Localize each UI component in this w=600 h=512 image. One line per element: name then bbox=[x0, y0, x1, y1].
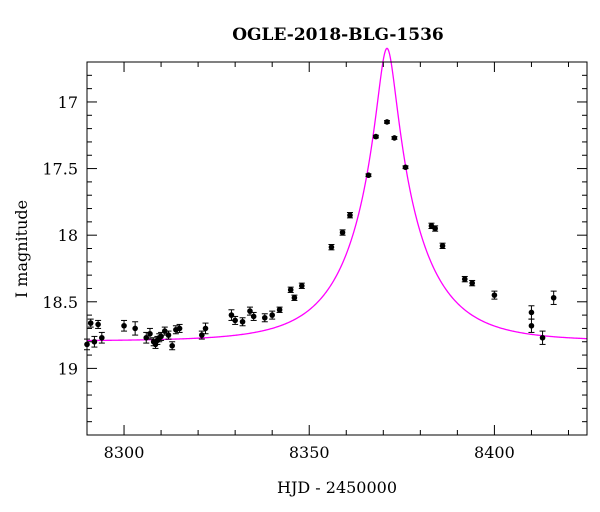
data-point bbox=[432, 225, 439, 232]
data-point bbox=[402, 164, 409, 171]
data-marker bbox=[347, 212, 353, 218]
data-point bbox=[276, 306, 283, 313]
data-marker bbox=[550, 294, 557, 301]
data-marker bbox=[491, 292, 498, 298]
data-marker bbox=[202, 325, 209, 332]
data-point bbox=[250, 311, 257, 321]
data-marker bbox=[169, 342, 175, 349]
data-point bbox=[365, 172, 372, 179]
data-point bbox=[269, 310, 276, 320]
data-point bbox=[461, 275, 468, 283]
y-tick-label: 17 bbox=[58, 93, 78, 112]
data-marker bbox=[165, 332, 172, 338]
data-marker bbox=[87, 320, 94, 326]
data-marker bbox=[232, 317, 238, 324]
y-tick-label: 18 bbox=[58, 226, 78, 245]
data-marker bbox=[91, 338, 98, 345]
data-point bbox=[528, 318, 535, 333]
x-tick-label: 8350 bbox=[289, 443, 330, 462]
data-marker bbox=[365, 172, 372, 179]
data-marker bbox=[247, 308, 253, 314]
data-point bbox=[372, 133, 379, 140]
data-point bbox=[528, 305, 535, 320]
data-marker bbox=[261, 314, 268, 321]
data-marker bbox=[132, 325, 138, 332]
data-point bbox=[87, 318, 94, 328]
data-marker bbox=[373, 133, 379, 140]
data-point bbox=[121, 319, 128, 332]
data-point bbox=[98, 331, 105, 344]
data-marker bbox=[291, 294, 298, 301]
data-point bbox=[246, 306, 253, 316]
data-marker bbox=[539, 334, 546, 341]
data-marker bbox=[469, 280, 475, 286]
data-point bbox=[298, 282, 305, 289]
data-point bbox=[261, 313, 268, 323]
data-point bbox=[132, 321, 139, 336]
data-point bbox=[287, 286, 294, 293]
data-point bbox=[291, 294, 298, 301]
data-marker bbox=[269, 312, 275, 318]
data-marker bbox=[384, 119, 390, 125]
data-marker bbox=[528, 309, 535, 316]
data-marker bbox=[161, 328, 168, 334]
data-marker bbox=[176, 325, 183, 332]
data-marker bbox=[402, 164, 409, 171]
data-point bbox=[550, 290, 557, 305]
data-marker bbox=[99, 334, 105, 341]
data-points-layer bbox=[84, 119, 557, 351]
y-tick-label: 17.5 bbox=[42, 160, 78, 179]
chart-title: OGLE-2018-BLG-1536 bbox=[232, 25, 444, 45]
x-axis-label: HJD - 2450000 bbox=[277, 478, 397, 497]
data-point bbox=[239, 317, 246, 327]
data-marker bbox=[391, 135, 398, 141]
y-tick-label: 19 bbox=[58, 359, 78, 378]
data-marker bbox=[199, 332, 205, 338]
data-point bbox=[232, 315, 239, 325]
x-tick-label: 8300 bbox=[104, 443, 145, 462]
data-point bbox=[146, 327, 153, 340]
data-point bbox=[339, 229, 346, 236]
y-tick-label: 18.5 bbox=[42, 293, 78, 312]
data-marker bbox=[339, 229, 346, 236]
data-marker bbox=[287, 286, 294, 293]
data-marker bbox=[276, 306, 283, 313]
model-curve bbox=[86, 47, 588, 342]
data-marker bbox=[158, 333, 164, 340]
data-marker bbox=[147, 330, 153, 337]
data-marker bbox=[299, 283, 305, 289]
data-point bbox=[169, 341, 176, 351]
data-point bbox=[165, 330, 172, 340]
data-point bbox=[439, 242, 446, 249]
data-marker bbox=[432, 225, 438, 232]
data-marker bbox=[461, 276, 468, 282]
y-axis-label: I magnitude bbox=[12, 200, 31, 298]
data-point bbox=[91, 335, 98, 348]
data-point bbox=[539, 330, 546, 345]
data-point bbox=[384, 119, 390, 125]
axis-ticks-layer: 8300 8350 8400 17 17.5 18 18.5 19 bbox=[42, 61, 587, 462]
data-marker bbox=[228, 312, 235, 318]
data-marker bbox=[250, 313, 257, 320]
data-marker bbox=[528, 322, 535, 329]
data-point bbox=[491, 290, 498, 300]
plot-frame bbox=[86, 61, 588, 436]
data-marker bbox=[439, 243, 446, 249]
data-marker bbox=[328, 244, 335, 250]
data-marker bbox=[121, 322, 127, 329]
data-point bbox=[202, 322, 209, 335]
x-tick-label: 8400 bbox=[474, 443, 515, 462]
data-point bbox=[346, 212, 353, 219]
data-point bbox=[328, 244, 335, 251]
data-point bbox=[95, 319, 102, 329]
data-marker bbox=[239, 318, 246, 325]
model-curve-layer bbox=[86, 47, 588, 342]
data-point bbox=[391, 135, 398, 141]
data-point bbox=[469, 279, 476, 287]
data-marker bbox=[95, 321, 101, 328]
data-point bbox=[176, 323, 183, 333]
